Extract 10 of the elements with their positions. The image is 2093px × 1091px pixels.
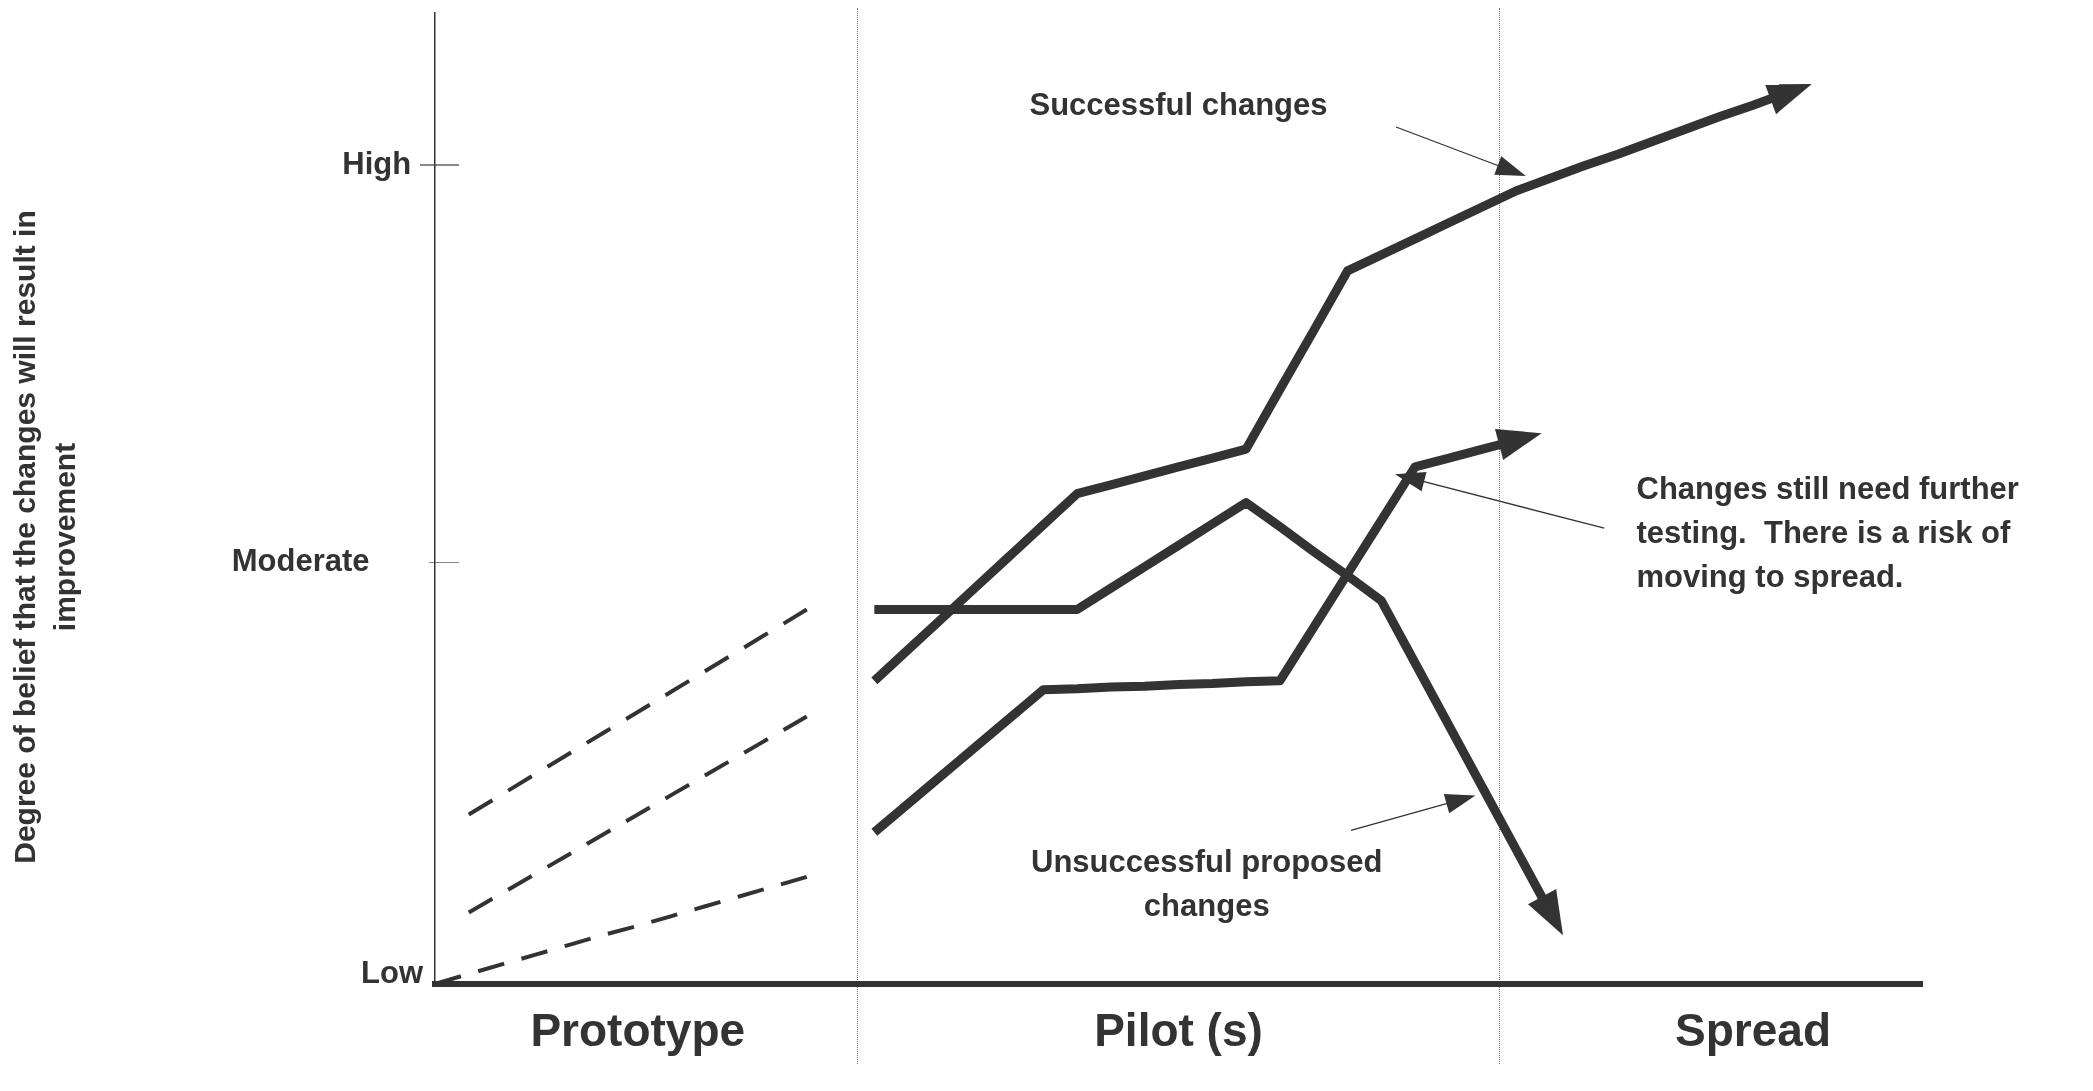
text: Degree of belief that the changes will result in improvement	[8, 210, 82, 864]
annotation: Unsuccessful proposed changes	[1031, 843, 1383, 923]
annotation: Changes still need further testing. There is a risk of moving to spread.	[1636, 470, 2019, 594]
x-tick-label: Spread	[1675, 1004, 1831, 1057]
text: Moderate	[231, 542, 370, 578]
annotation: Successful changes	[1029, 87, 1328, 123]
x-tick-label: Prototype	[530, 1004, 746, 1057]
text: Low	[361, 954, 424, 990]
text: High	[342, 145, 412, 181]
x-tick-label: Pilot (s)	[1094, 1004, 1263, 1057]
